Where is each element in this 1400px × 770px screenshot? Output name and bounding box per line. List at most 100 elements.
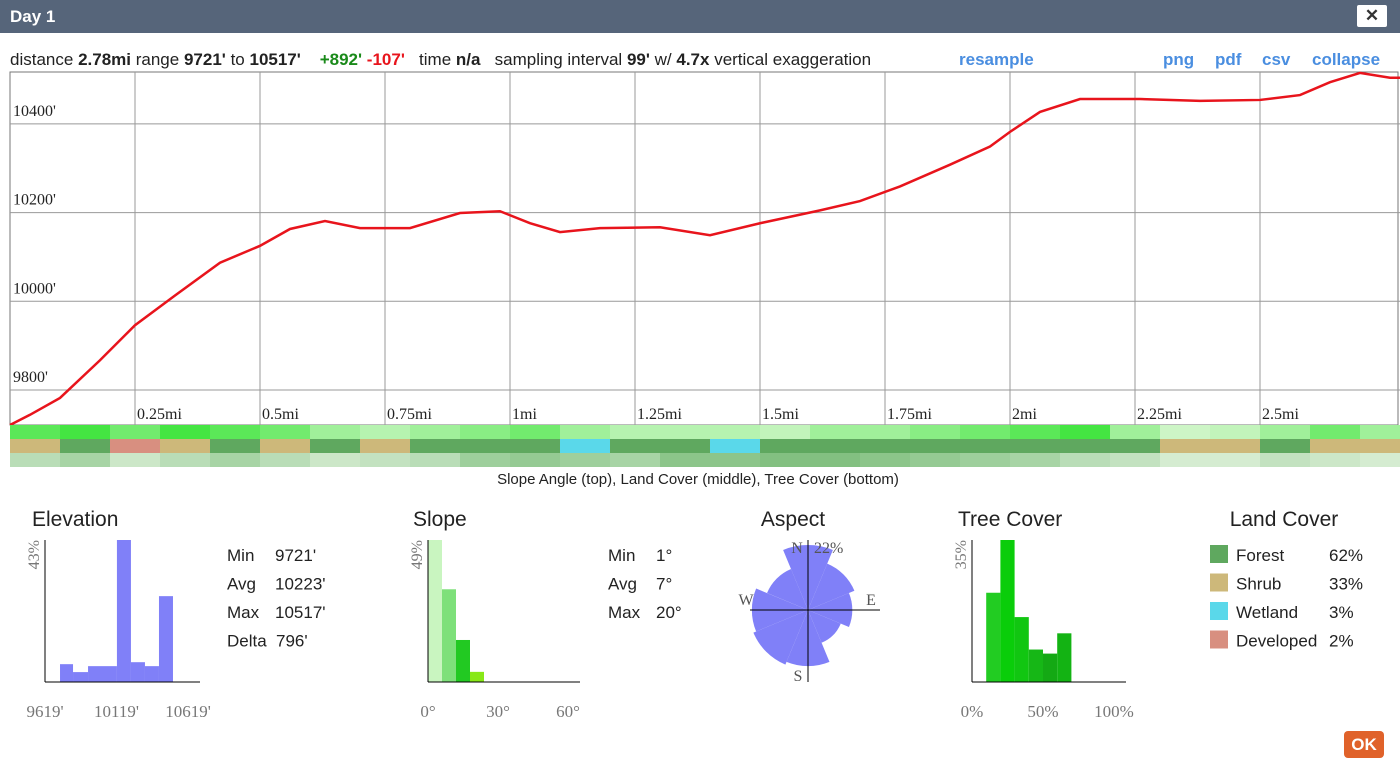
direction-label: N — [791, 540, 803, 557]
aspect-sector — [767, 569, 808, 610]
aspect-sector — [753, 610, 808, 665]
stat-value: 1° — [656, 546, 672, 565]
land-cover-cell — [1260, 439, 1310, 453]
x-tick-label: 100% — [1094, 702, 1134, 721]
tree-cell — [260, 453, 310, 467]
stat-value: 7° — [656, 575, 672, 594]
tree-cell — [610, 453, 660, 467]
stat-value: 10223' — [275, 575, 326, 594]
label: time — [419, 50, 452, 69]
land-cover-cell — [10, 439, 60, 453]
slope-cell — [260, 425, 310, 439]
slope-cell — [360, 425, 410, 439]
legend-swatch — [1210, 573, 1228, 592]
hist-bar — [986, 592, 1001, 682]
value: 10517' — [249, 50, 301, 69]
link[interactable]: pdf — [1215, 50, 1242, 69]
chart-title: Land Cover — [1230, 508, 1339, 531]
tree-cell — [910, 453, 960, 467]
land-cover-cell — [1310, 439, 1360, 453]
slope-cell — [1160, 425, 1210, 439]
y-tick-label: 9800' — [13, 369, 48, 386]
land-cover-cell — [560, 439, 610, 453]
slope-cell — [960, 425, 1010, 439]
hist-bar — [73, 672, 89, 682]
tree-cell — [1260, 453, 1310, 467]
slope-cell — [860, 425, 910, 439]
tree-cell — [710, 453, 760, 467]
ok-button[interactable]: OK — [1344, 731, 1384, 758]
stat-label: Min — [227, 546, 254, 565]
x-tick-label: 1.75mi — [887, 406, 932, 423]
land-cover-cell — [210, 439, 260, 453]
land-cover-cell — [610, 439, 660, 453]
direction-label: E — [866, 592, 876, 609]
land-cover-cell — [410, 439, 460, 453]
tree-cell — [210, 453, 260, 467]
tree-cell — [10, 453, 60, 467]
y-tick-label: 35% — [953, 540, 970, 569]
direction-label: S — [794, 668, 803, 685]
label: range — [135, 50, 180, 69]
tree-cell — [110, 453, 160, 467]
x-tick-label: 1mi — [512, 406, 537, 423]
strip-caption: Slope Angle (top), Land Cover (middle), … — [497, 471, 899, 488]
slope-cell — [1260, 425, 1310, 439]
x-tick-label: 9619' — [26, 702, 63, 721]
x-tick-label: 1.25mi — [637, 406, 682, 423]
hist-bar — [470, 671, 484, 682]
x-tick-label: 0.75mi — [387, 406, 432, 423]
slope-cell — [10, 425, 60, 439]
slope-cell — [1360, 425, 1400, 439]
x-tick-label: 60° — [556, 702, 580, 721]
chart-title: Slope — [413, 508, 467, 531]
hist-bar — [442, 589, 456, 682]
stat-label: Avg — [227, 575, 256, 594]
dialog-title: Day 1 — [10, 7, 56, 26]
hist-bar — [116, 540, 131, 682]
tree-cell — [60, 453, 110, 467]
link[interactable]: csv — [1262, 50, 1291, 69]
legend-swatch — [1210, 630, 1228, 649]
slope-cell — [1210, 425, 1260, 439]
link[interactable]: png — [1163, 50, 1195, 69]
slope-cell — [610, 425, 660, 439]
hist-bar — [456, 639, 470, 682]
x-tick-label: 0.25mi — [137, 406, 182, 423]
land-cover-cell — [60, 439, 110, 453]
land-cover-cell — [910, 439, 960, 453]
tree-cell — [960, 453, 1010, 467]
stat-value: 10517' — [275, 603, 326, 622]
slope-cell — [210, 425, 260, 439]
plot-frame — [9, 71, 1399, 426]
tree-cell — [310, 453, 360, 467]
slope-cell — [1310, 425, 1360, 439]
hist-bar — [1028, 649, 1043, 682]
land-cover-cell — [710, 439, 760, 453]
hist-bar — [130, 662, 145, 682]
x-tick-label: 10619' — [165, 702, 211, 721]
legend-percent: 3% — [1329, 603, 1354, 622]
hist-bar — [428, 540, 442, 682]
label: distance — [10, 50, 74, 69]
x-tick-label: 50% — [1027, 702, 1058, 721]
link[interactable]: collapse — [1312, 50, 1381, 69]
slope-cell — [460, 425, 510, 439]
tree-cell — [460, 453, 510, 467]
x-tick-label: 1.5mi — [762, 406, 799, 423]
label: to — [230, 50, 245, 69]
x-tick-label: 2mi — [1012, 406, 1037, 423]
slope-cell — [660, 425, 710, 439]
hist-bar — [60, 664, 74, 682]
link[interactable]: resample — [959, 50, 1034, 69]
land-cover-cell — [260, 439, 310, 453]
tree-cell — [660, 453, 710, 467]
legend-percent: 62% — [1329, 546, 1363, 565]
close-button[interactable]: ✕ — [1357, 5, 1387, 27]
land-cover-cell — [810, 439, 860, 453]
slope-cell — [560, 425, 610, 439]
y-tick-label: 10400' — [13, 103, 56, 120]
x-tick-label: 2.25mi — [1137, 406, 1182, 423]
land-cover-cell — [110, 439, 160, 453]
